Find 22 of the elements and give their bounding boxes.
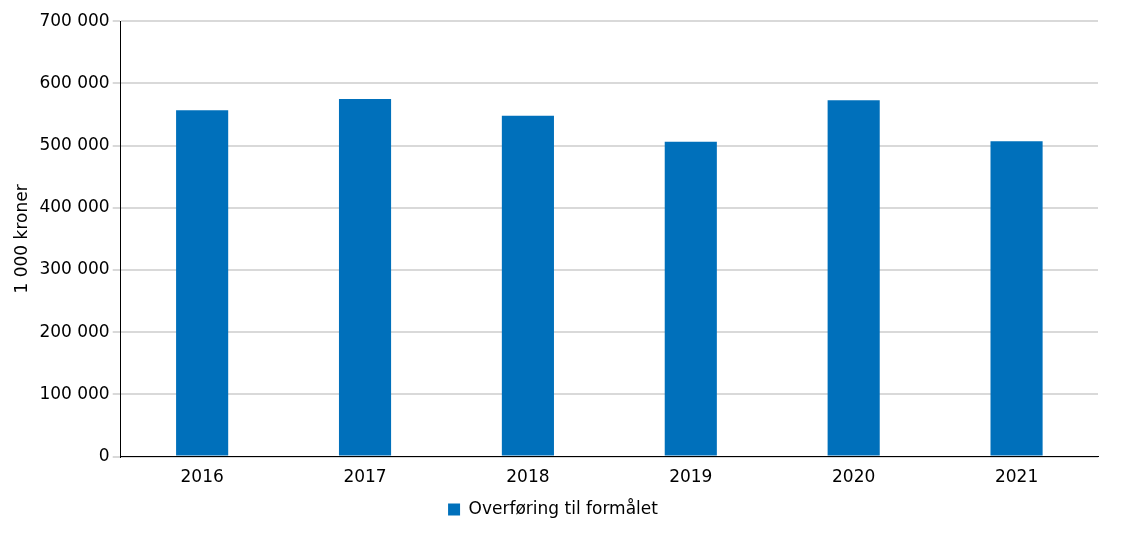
y-tick-label: 700 000 xyxy=(39,9,110,30)
y-tick-label: 0 xyxy=(98,445,110,466)
y-tick-label: 300 000 xyxy=(39,258,110,279)
y-tick-label: 200 000 xyxy=(39,320,110,341)
x-tick-label: 2019 xyxy=(669,466,713,487)
bar xyxy=(664,141,717,456)
y-axis-title: 1 000 kroner xyxy=(10,184,31,294)
bar xyxy=(176,110,229,456)
x-tick-label: 2020 xyxy=(832,466,876,487)
legend-label: Overføring til formålet xyxy=(468,497,659,518)
x-tick-label: 2021 xyxy=(994,466,1039,487)
bar xyxy=(338,98,392,456)
y-tick-label: 100 000 xyxy=(39,382,110,403)
x-tick-label: 2017 xyxy=(343,466,387,487)
x-tick-label: 2016 xyxy=(180,466,224,487)
bar xyxy=(827,100,880,456)
bar xyxy=(501,115,554,456)
x-tick-label: 2018 xyxy=(506,466,550,487)
y-tick-label: 600 000 xyxy=(39,71,110,92)
y-tick-label: 400 000 xyxy=(39,196,110,217)
y-tick-label: 500 000 xyxy=(39,134,110,155)
bar xyxy=(990,141,1043,456)
